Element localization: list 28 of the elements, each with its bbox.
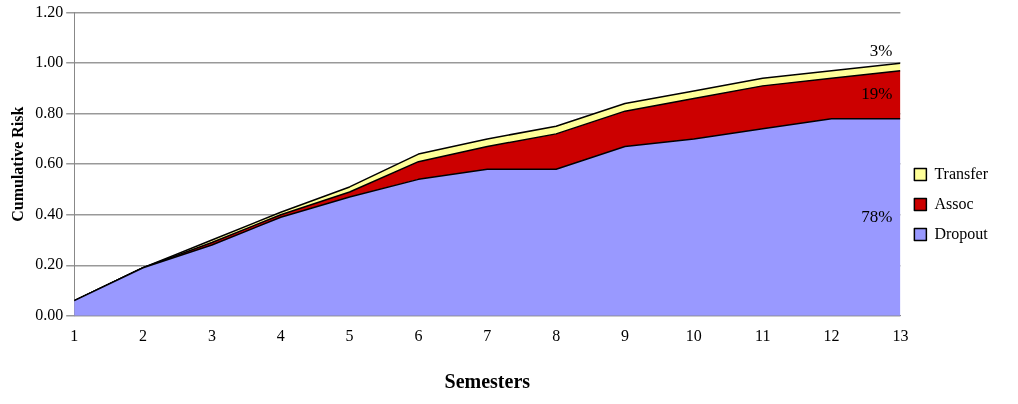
x-tick-label: 10 (685, 326, 702, 344)
y-tick-label: 1.00 (35, 53, 64, 71)
legend-label: Dropout (934, 224, 989, 243)
y-tick-label: 0.00 (35, 306, 64, 323)
x-tick-label: 1 (70, 326, 79, 344)
legend-label: Assoc (934, 194, 974, 212)
x-tick-label: 8 (552, 326, 561, 344)
x-tick-label: 12 (823, 326, 840, 344)
annotation: 19% (861, 84, 893, 104)
legend-label: Transfer (934, 164, 989, 182)
x-tick-label: 11 (754, 326, 771, 344)
x-tick-label: 4 (276, 326, 285, 344)
x-tick-label: 3 (207, 326, 216, 344)
y-tick-label: 0.20 (35, 255, 64, 273)
annotation: 78% (861, 206, 893, 226)
y-tick-label: 0.80 (35, 103, 64, 121)
y-tick-label: 0.40 (35, 204, 64, 222)
annotation: 3% (869, 40, 893, 60)
x-tick-label: 7 (483, 326, 492, 344)
x-axis-title: Semesters (444, 370, 531, 393)
x-tick-label: 9 (620, 326, 629, 344)
x-tick-label: 2 (139, 326, 148, 344)
y-axis-title: Cumulative Risk (8, 106, 26, 222)
x-tick-label: 5 (345, 326, 354, 344)
x-tick-label: 13 (892, 326, 909, 344)
y-tick-label: 1.20 (35, 2, 64, 20)
y-tick-label: 0.60 (35, 154, 64, 172)
x-tick-label: 6 (414, 326, 423, 344)
